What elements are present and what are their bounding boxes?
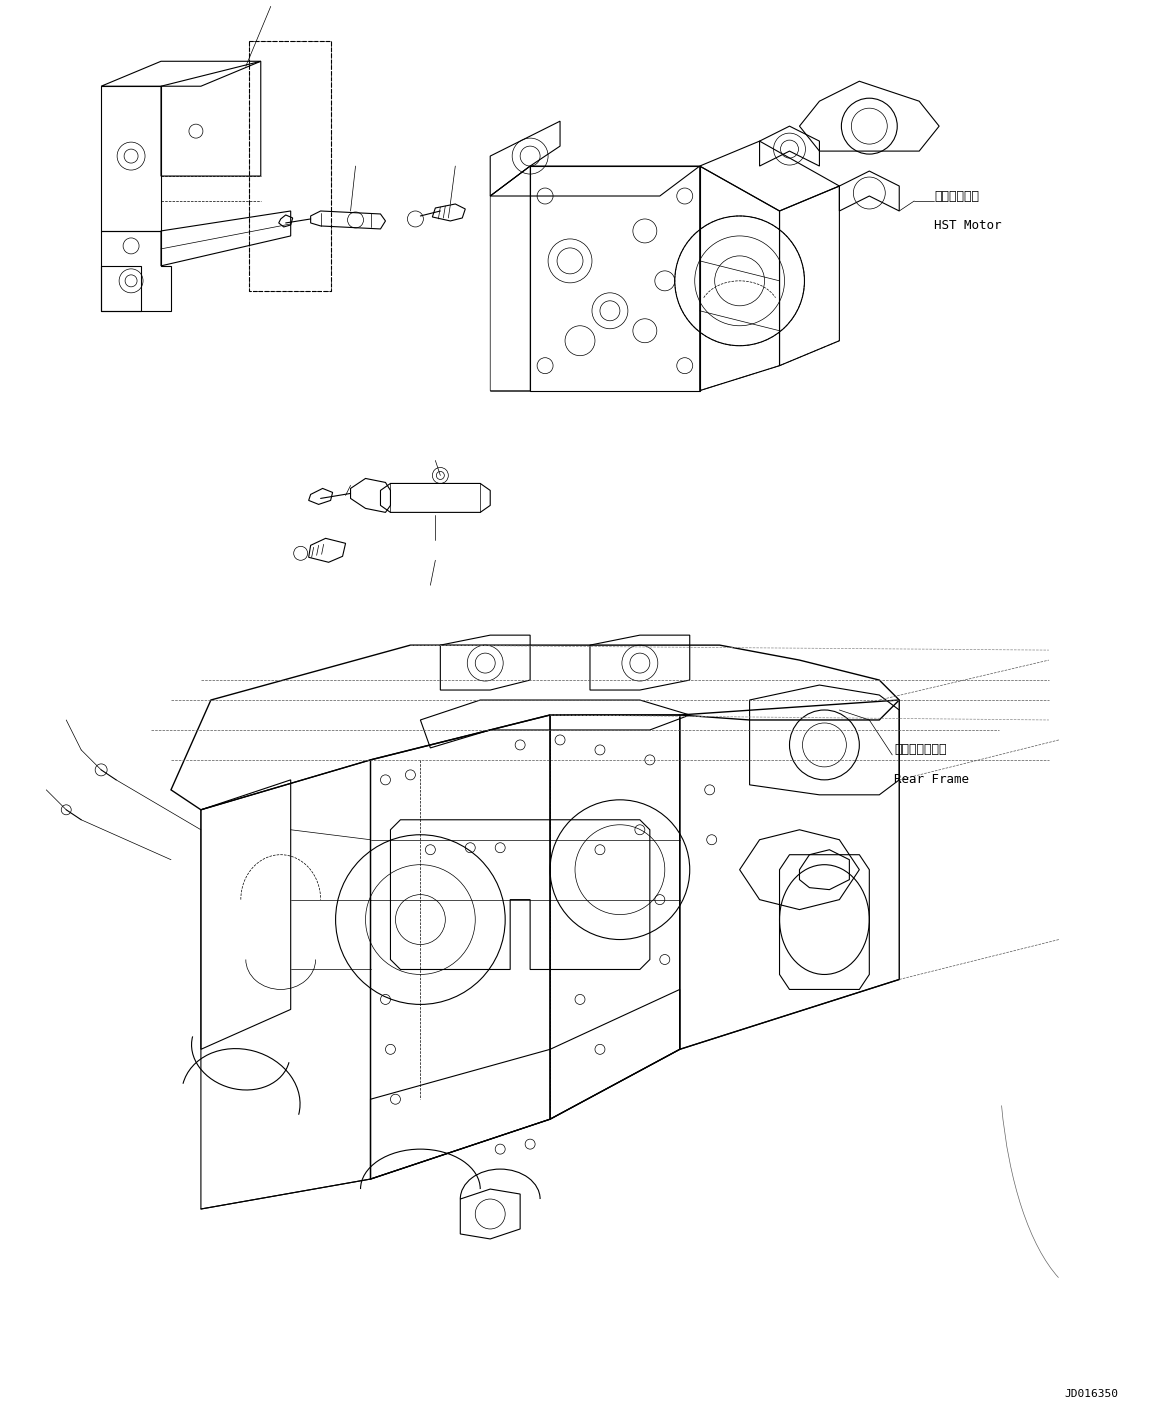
- Text: JD016350: JD016350: [1064, 1389, 1119, 1398]
- Text: HST Motor: HST Motor: [934, 219, 1001, 232]
- Text: Rear Frame: Rear Frame: [894, 773, 969, 786]
- Text: ＨＳＴモータ: ＨＳＴモータ: [934, 189, 979, 202]
- Text: リヤーフレーム: リヤーフレーム: [894, 744, 947, 756]
